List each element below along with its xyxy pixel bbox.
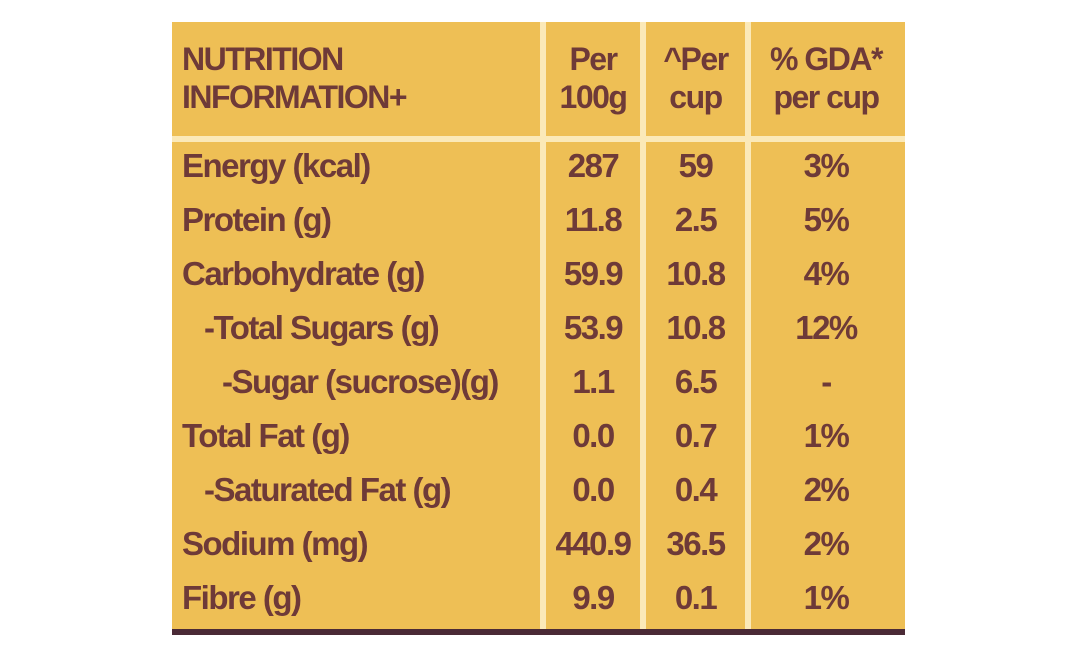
- nutrient-value: 0.7: [674, 417, 718, 454]
- nutrient-name: Carbohydrate (g): [182, 255, 425, 292]
- nutrient-name: Total Fat (g): [182, 417, 350, 454]
- nutrient-value: -: [821, 363, 832, 400]
- nutrient-value: 36.5: [666, 525, 726, 562]
- nutrient-value: 6.5: [674, 363, 718, 400]
- nutrient-name: Protein (g): [182, 201, 332, 238]
- nutrient-value: 1%: [803, 417, 850, 454]
- nutrition-label: NUTRITION INFORMATION+ Per 100g ^Per cup % GDA…: [172, 22, 905, 635]
- bottom-edge: [172, 629, 905, 635]
- header-text: INFORMATION+: [182, 79, 408, 115]
- nutrient-name: -Saturated Fat (g): [204, 471, 452, 508]
- nutrient-value: 12%: [795, 309, 858, 346]
- nutrient-value: 1%: [803, 579, 850, 616]
- nutrient-value: 59: [678, 147, 714, 184]
- column-divider: [640, 22, 646, 635]
- nutrient-name: -Total Sugars (g): [204, 309, 440, 346]
- header-text: ^Per: [663, 41, 729, 77]
- nutrient-name: Energy (kcal): [182, 147, 371, 184]
- column-divider: [540, 22, 546, 635]
- nutrient-value: 1.1: [572, 363, 615, 400]
- nutrient-value: 59.9: [563, 255, 624, 292]
- column-divider: [745, 22, 751, 635]
- nutrient-value: 3%: [803, 147, 850, 184]
- nutrient-value: 2.5: [674, 201, 718, 238]
- nutrient-value: 0.4: [674, 471, 718, 508]
- nutrient-value: 10.8: [666, 255, 726, 292]
- nutrient-value: 440.9: [555, 525, 632, 562]
- header-text: per cup: [773, 79, 880, 115]
- header-text: NUTRITION: [182, 41, 344, 77]
- nutrient-name: -Sugar (sucrose)(g): [222, 363, 499, 400]
- nutrient-value: 5%: [803, 201, 850, 238]
- nutrient-name: Sodium (mg): [182, 525, 369, 562]
- nutrient-value: 0.0: [572, 417, 615, 454]
- nutrient-value: 2%: [803, 471, 850, 508]
- nutrient-value: 11.8: [564, 201, 623, 238]
- nutrient-value: 9.9: [572, 579, 615, 616]
- nutrient-value: 0.1: [674, 579, 718, 616]
- nutrient-value: 287: [567, 147, 620, 184]
- nutrient-value: 0.0: [572, 471, 615, 508]
- nutrient-value: 2%: [803, 525, 850, 562]
- nutrient-value: 4%: [803, 255, 850, 292]
- header-text: 100g: [559, 79, 628, 115]
- header-text: cup: [669, 79, 723, 115]
- nutrient-value: 53.9: [563, 309, 624, 346]
- nutrient-name: Fibre (g): [182, 579, 302, 616]
- header-text: % GDA*: [770, 41, 883, 77]
- header-divider: [172, 136, 905, 142]
- nutrient-value: 10.8: [666, 309, 726, 346]
- header-text: Per: [569, 41, 618, 77]
